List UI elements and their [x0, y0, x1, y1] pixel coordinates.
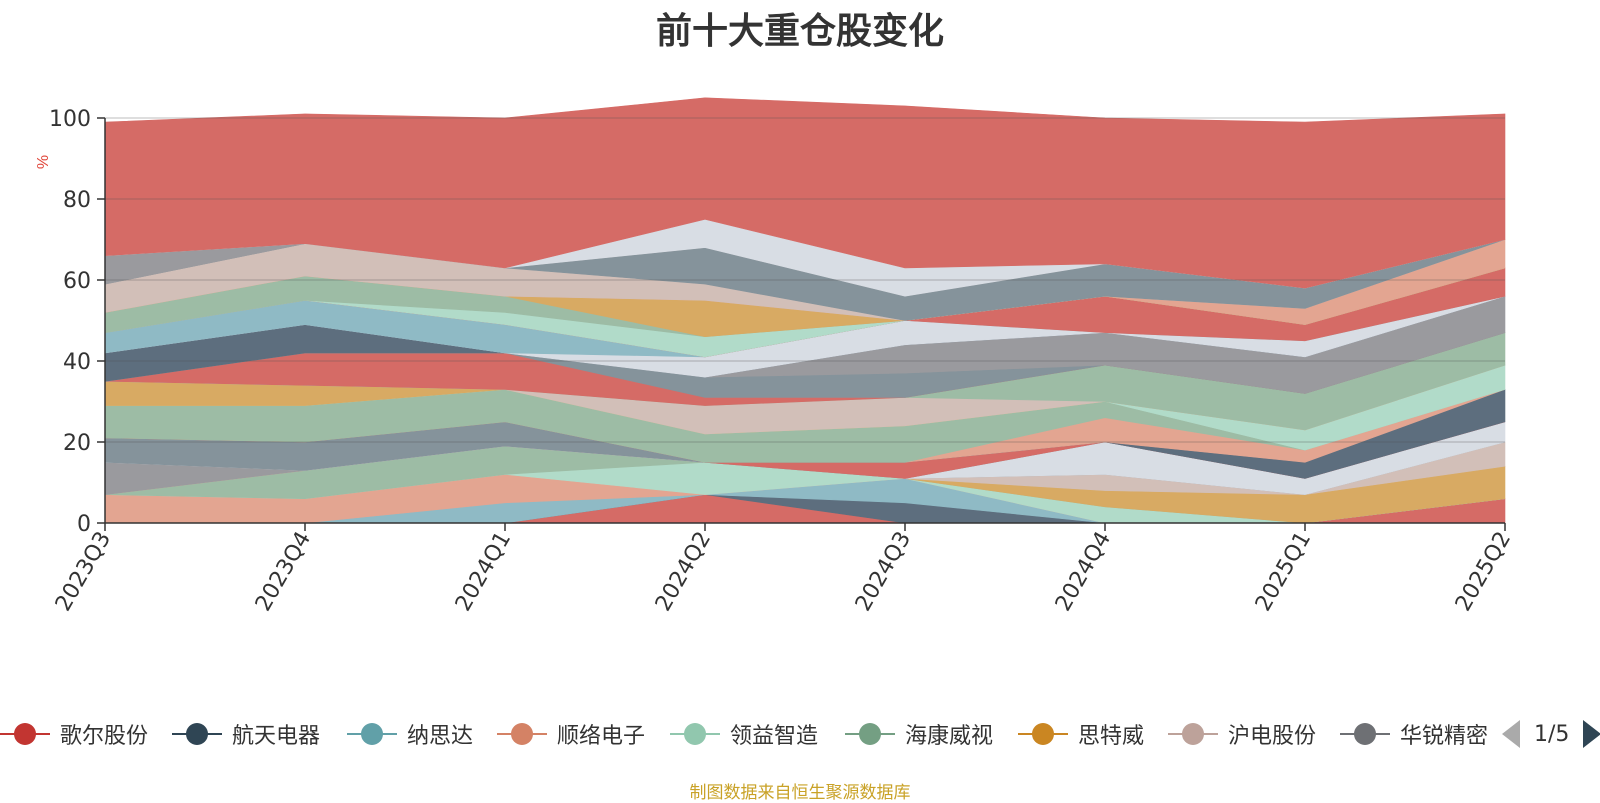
legend-next-icon[interactable] [1581, 720, 1600, 748]
legend-prev-icon[interactable] [1500, 720, 1522, 748]
x-tick-label: 2025Q1 [1251, 528, 1316, 616]
legend-page-indicator: 1/5 [1534, 721, 1570, 747]
legend-item[interactable]: 领益智造 [670, 716, 818, 752]
legend-item[interactable]: 歌尔股份 [0, 716, 148, 752]
legend-marker-icon [845, 723, 895, 745]
y-tick-label: 100 [49, 107, 91, 132]
legend-marker-icon [1340, 723, 1390, 745]
y-axis-label: % [35, 155, 52, 169]
legend-item[interactable]: 顺络电子 [497, 716, 645, 752]
legend-item-label: 海康威视 [905, 724, 994, 749]
chart-title: 前十大重仓股变化 [655, 11, 944, 52]
legend-item-label: 华锐精密 [1400, 724, 1489, 749]
legend-item[interactable]: 航天电器 [172, 716, 320, 752]
y-tick-label: 40 [63, 350, 91, 375]
legend-item[interactable]: 沪电股份 [1168, 716, 1316, 752]
y-tick-label: 20 [63, 431, 91, 456]
legend-marker-icon [172, 723, 222, 745]
legend-item-label: 歌尔股份 [60, 724, 149, 749]
x-tick-label: 2025Q2 [1451, 528, 1516, 616]
legend-item-label: 纳思达 [407, 724, 474, 749]
y-tick-label: 60 [63, 269, 91, 294]
legend-marker-icon [0, 723, 50, 745]
area-series-group [104, 97, 1506, 524]
x-tick-label: 2023Q3 [51, 528, 116, 616]
legend-items: 歌尔股份 航天电器 纳思达 顺络电子 领益智造 海康威视 思特威 沪电股份 华锐精密 [0, 716, 1490, 752]
legend-item-label: 顺络电子 [557, 724, 646, 749]
legend-item-label: 领益智造 [730, 724, 819, 749]
source-note: 制图数据来自恒生聚源数据库 [689, 783, 911, 803]
legend-marker-icon [1168, 723, 1218, 745]
legend-marker-icon [1018, 723, 1068, 745]
x-tick-label: 2024Q3 [851, 528, 916, 616]
y-tick-label: 0 [77, 512, 91, 537]
legend-item-label: 沪电股份 [1228, 724, 1317, 749]
grid-lines [105, 117, 1505, 443]
legend-pager: 1/5 [1500, 716, 1600, 752]
x-tick-label: 2024Q2 [651, 528, 716, 616]
area-series-35 [104, 97, 1506, 289]
legend-item[interactable]: 海康威视 [845, 716, 993, 752]
legend: 歌尔股份 航天电器 纳思达 顺络电子 领益智造 海康威视 思特威 沪电股份 华锐精密 1/5 [0, 716, 1600, 752]
legend-marker-icon [497, 723, 547, 745]
x-tick-label: 2023Q4 [251, 528, 316, 616]
legend-item[interactable]: 纳思达 [347, 716, 473, 752]
legend-marker-icon [670, 723, 720, 745]
x-tick-label: 2024Q1 [451, 528, 516, 616]
legend-item[interactable]: 华锐精密 [1340, 716, 1488, 752]
stacked-area-chart: 0 20 40 60 80 100 2023Q3 2023Q4 2024Q1 2024Q2 2024… [35, 97, 1516, 616]
x-tick-label: 2024Q4 [1051, 528, 1116, 616]
legend-marker-icon [347, 723, 397, 745]
legend-item[interactable]: 思特威 [1018, 716, 1144, 752]
legend-item-label: 航天电器 [232, 724, 321, 749]
legend-item-label: 思特威 [1078, 724, 1145, 749]
y-tick-label: 80 [63, 188, 91, 213]
